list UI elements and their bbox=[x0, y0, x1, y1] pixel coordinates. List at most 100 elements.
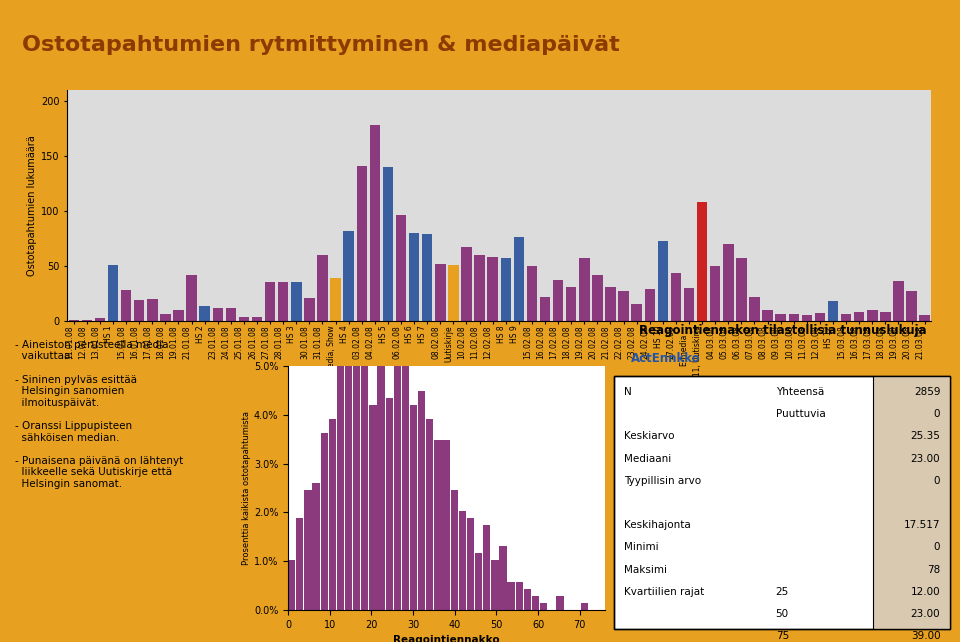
Bar bbox=[508, 582, 515, 610]
Bar bbox=[434, 440, 442, 610]
Text: Tyypillisin arvo: Tyypillisin arvo bbox=[624, 476, 702, 486]
Bar bbox=[291, 282, 301, 321]
Bar bbox=[614, 376, 950, 629]
Bar bbox=[475, 553, 482, 610]
Bar bbox=[632, 304, 642, 321]
Bar bbox=[344, 230, 354, 321]
Bar bbox=[854, 312, 864, 321]
Bar bbox=[920, 315, 930, 321]
Bar bbox=[540, 297, 550, 321]
Bar bbox=[361, 235, 369, 610]
Bar bbox=[488, 257, 498, 321]
Bar bbox=[426, 419, 434, 610]
Bar bbox=[762, 310, 773, 321]
Bar bbox=[402, 341, 409, 610]
Text: 0: 0 bbox=[934, 409, 940, 419]
Bar bbox=[483, 525, 491, 610]
Bar bbox=[304, 490, 312, 610]
Text: 12.00: 12.00 bbox=[911, 587, 940, 596]
Text: 2859: 2859 bbox=[914, 387, 940, 397]
Bar bbox=[239, 317, 250, 321]
Bar bbox=[108, 265, 118, 321]
Bar bbox=[356, 166, 367, 321]
Text: Yhteensä: Yhteensä bbox=[776, 387, 824, 397]
Bar bbox=[304, 298, 315, 321]
Bar bbox=[553, 281, 564, 321]
Bar bbox=[828, 301, 838, 321]
Bar bbox=[516, 582, 523, 610]
Text: 25.35: 25.35 bbox=[910, 431, 940, 442]
Bar bbox=[321, 433, 327, 610]
Bar bbox=[409, 233, 420, 321]
Text: Mediaani: Mediaani bbox=[624, 453, 672, 464]
Bar bbox=[278, 282, 288, 321]
Bar bbox=[474, 255, 485, 321]
Bar bbox=[450, 490, 458, 610]
Bar bbox=[618, 291, 629, 321]
Text: 0: 0 bbox=[934, 542, 940, 552]
Bar bbox=[386, 398, 393, 610]
Bar bbox=[147, 299, 157, 321]
Bar bbox=[186, 275, 197, 321]
Bar bbox=[330, 278, 341, 321]
Bar bbox=[345, 320, 352, 610]
Bar bbox=[370, 125, 380, 321]
Text: 78: 78 bbox=[927, 564, 940, 575]
Bar bbox=[383, 167, 394, 321]
Bar bbox=[540, 603, 547, 610]
Bar bbox=[317, 255, 327, 321]
Text: ActEnnkko: ActEnnkko bbox=[632, 352, 701, 365]
Bar bbox=[658, 241, 668, 321]
Bar bbox=[499, 546, 507, 610]
Bar bbox=[337, 348, 344, 610]
Bar bbox=[614, 376, 950, 629]
Bar bbox=[566, 287, 576, 321]
Text: Reagointiennakon tilastollisia tunnuslukuja: Reagointiennakon tilastollisia tunnusluk… bbox=[638, 324, 926, 337]
Bar bbox=[579, 258, 589, 321]
Bar bbox=[710, 266, 720, 321]
Bar bbox=[581, 603, 588, 610]
Bar bbox=[841, 315, 852, 321]
Bar bbox=[532, 596, 540, 610]
Bar bbox=[880, 312, 891, 321]
Bar bbox=[514, 238, 524, 321]
Bar bbox=[776, 315, 786, 321]
Text: 25: 25 bbox=[776, 587, 789, 596]
Text: 39.00: 39.00 bbox=[911, 631, 940, 641]
Bar bbox=[418, 391, 425, 610]
Bar bbox=[68, 320, 79, 321]
Bar bbox=[173, 310, 183, 321]
Bar bbox=[265, 282, 276, 321]
Text: Kvartiilien rajat: Kvartiilien rajat bbox=[624, 587, 705, 596]
Bar bbox=[226, 308, 236, 321]
Bar bbox=[671, 273, 682, 321]
Text: 50: 50 bbox=[776, 609, 789, 619]
Bar bbox=[873, 376, 950, 629]
Bar bbox=[252, 317, 262, 321]
Text: 23.00: 23.00 bbox=[911, 453, 940, 464]
Text: Puuttuvia: Puuttuvia bbox=[776, 409, 826, 419]
Bar bbox=[448, 265, 459, 321]
Text: Minimi: Minimi bbox=[624, 542, 660, 552]
Y-axis label: Ostotapahtumien lukumäärä: Ostotapahtumien lukumäärä bbox=[27, 135, 36, 276]
Bar bbox=[524, 589, 531, 610]
Bar bbox=[461, 247, 471, 321]
Bar bbox=[312, 483, 320, 610]
Bar bbox=[644, 289, 655, 321]
Bar bbox=[459, 511, 466, 610]
Bar bbox=[121, 290, 132, 321]
Bar bbox=[592, 275, 603, 321]
Bar bbox=[396, 215, 406, 321]
Text: - Aineiston perusteella media
  vaikuttaa.

- Sininen pylväs esittää
  Helsingin: - Aineiston perusteella media vaikuttaa.… bbox=[15, 340, 183, 489]
Bar bbox=[467, 518, 474, 610]
Bar bbox=[749, 297, 759, 321]
Bar bbox=[684, 288, 694, 321]
Bar bbox=[815, 313, 826, 321]
Bar bbox=[422, 234, 432, 321]
Bar bbox=[893, 281, 903, 321]
Bar bbox=[605, 287, 615, 321]
Bar bbox=[697, 202, 708, 321]
Bar bbox=[736, 258, 747, 321]
Text: 0: 0 bbox=[934, 476, 940, 486]
Bar bbox=[906, 291, 917, 321]
